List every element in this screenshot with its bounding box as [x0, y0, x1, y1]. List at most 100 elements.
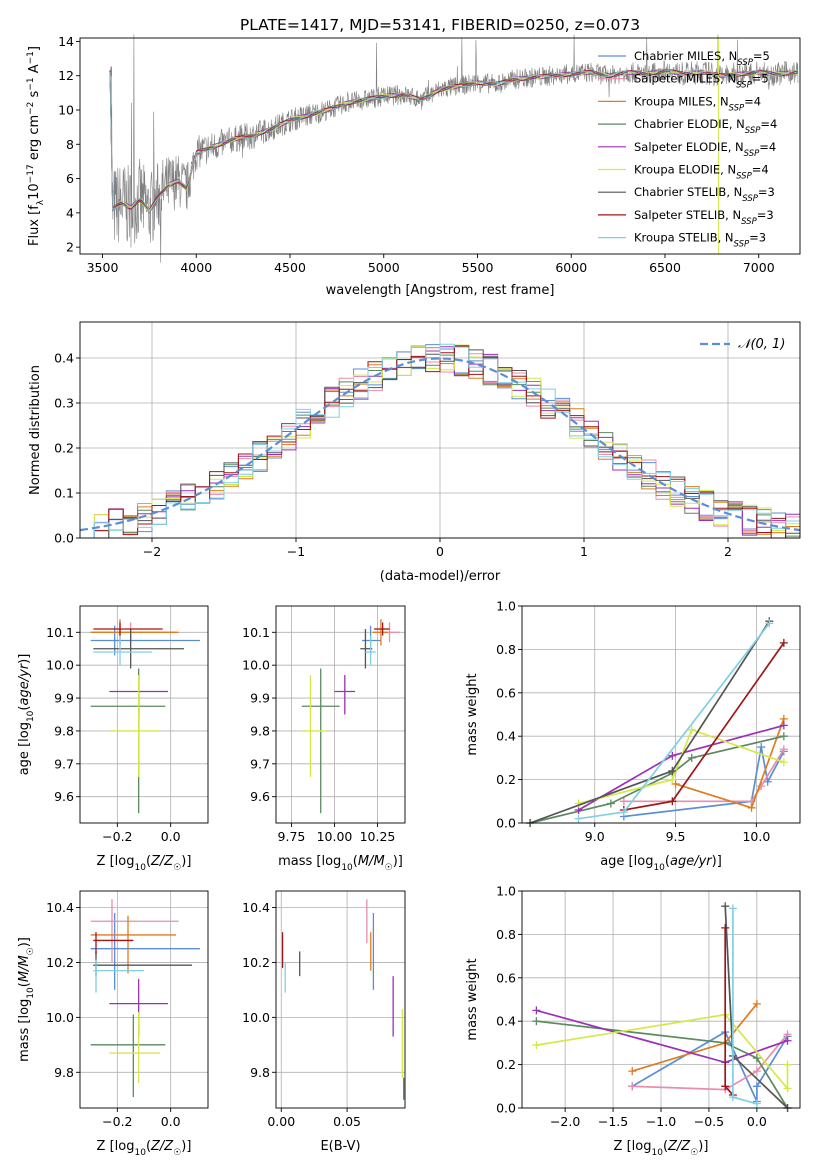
spectrum-ytick-label-0: 2: [66, 240, 74, 255]
weight_vs_Z-line-3: [536, 1020, 789, 1109]
weight_vs_age-ytick-label-2: 0.4: [496, 729, 516, 744]
age_vs_Z-ytick-label-4: 10.0: [46, 658, 74, 673]
weight_vs_age-xtick-label-1: 9.5: [666, 829, 686, 844]
residual_hist-ytick-label-4: 0.4: [54, 351, 74, 366]
weight_vs_age-marker-5-2: [687, 725, 696, 734]
weight_vs_age-marker-1-0: [619, 797, 628, 806]
residual_hist-xtick-label-1: −1: [287, 544, 305, 559]
spectrum-ylabel: Flux [fλ10−17 erg cm−2 s−1 A−1]: [26, 46, 46, 246]
spectrum-ytick-label-4: 10: [58, 103, 74, 118]
weight_vs_age-marker-4-1: [668, 751, 677, 760]
weight_vs_age-xtick-label-2: 10.0: [742, 829, 770, 844]
mass_vs_Z-ylabel: mass [log10(M/M☉)]: [17, 937, 36, 1062]
legend-label-4: Salpeter ELODIE, NSSP=4: [634, 140, 776, 159]
spectrum-legend: Chabrier MILES, NSSP=5 Salpeter MILES, NS…: [598, 49, 777, 250]
weight_vs_Z-marker-1-2: [752, 1067, 761, 1076]
weight_vs_age-ytick-label-3: 0.6: [496, 685, 516, 700]
weight_vs_Z-line-5: [536, 1013, 789, 1091]
weight_vs_age-ylabel: mass weight: [465, 673, 480, 755]
weight_vs_Z-marker-2-2: [752, 999, 761, 1008]
mass_vs_ebv-xtick-label-0: 0.00: [267, 1114, 295, 1129]
age_vs_Z-ytick-label-5: 10.1: [46, 625, 74, 640]
weight_vs_Z-marker-5-2: [783, 1084, 792, 1093]
weight_vs_age-marker-0-2: [757, 743, 766, 752]
weight_vs_Z-xtick-label-0: −2.0: [550, 1114, 580, 1129]
hist-ylabel: Normed distribution: [28, 365, 43, 495]
weight_vs_Z-xtick-label-2: −1.0: [646, 1114, 676, 1129]
weight_vs_Z-ytick-label-1: 0.2: [496, 1057, 516, 1072]
weight_vs_Z-frame: [521, 890, 801, 1109]
weight_vs_age-marker-8-1: [619, 808, 628, 817]
age_vs_mass-xtick-label-0: 9.75: [278, 829, 306, 844]
spectrum-xtick-label-4: 5500: [462, 260, 494, 275]
mass_vs_Z-xlabel: Z [log10(Z/Z☉)]: [97, 1139, 192, 1158]
weight_vs_Z-marker-8-1: [728, 1093, 737, 1102]
spectrum-model-line-8: [109, 68, 798, 211]
spectrum-observed-line: [109, 34, 799, 263]
weight_vs_age-marker-3-4: [779, 732, 788, 741]
mass_vs_ebv-ytick-label-0: 9.8: [250, 1065, 270, 1080]
weight_vs_Z-ylabel: mass weight: [465, 958, 480, 1040]
weight_vs_age-marker-1-3: [779, 745, 788, 754]
weight_vs_age-xtick-label-0: 9.0: [585, 829, 605, 844]
age_vs_Z-ytick-label-0: 9.6: [54, 789, 74, 804]
weight_vs_Z-ytick-label-5: 1.0: [496, 884, 516, 899]
weight_vs_age-marker-3-1: [606, 799, 615, 808]
weight_vs_Z-marker-2-0: [628, 1067, 637, 1076]
weight_vs_age-marker-7-1: [668, 797, 677, 806]
spectrum-xtick-label-6: 6500: [649, 260, 681, 275]
weight_vs_Z-marker-7-0: [721, 923, 730, 932]
age_vs_mass-frame: [275, 605, 406, 824]
weight_vs_age-marker-6-1: [668, 766, 677, 775]
age_vs_mass-xtick-label-1: 10.00: [317, 829, 353, 844]
weight_vs_Z-line-7: [724, 927, 734, 1096]
age_vs_mass-xtick-label-2: 10.25: [360, 829, 396, 844]
age_vs_mass-xlabel: mass [log10(M/M☉)]: [278, 854, 403, 873]
age_vs_Z-xlabel: Z [log10(Z/Z☉)]: [97, 854, 192, 873]
spectrum-xtick-label-5: 6000: [555, 260, 587, 275]
spectrum-axes: 3500 4000 4500 5000 5500 6000 6500 7000 2 4 6 8 10 12…: [58, 34, 775, 275]
spectrum-xtick-label-2: 4500: [274, 260, 306, 275]
weight_vs_age-frame: [521, 605, 801, 824]
spectrum-ytick-label-1: 4: [66, 205, 74, 220]
spectrum-xtick-label-1: 4000: [180, 260, 212, 275]
legend-label-8: Kroupa STELIB, NSSP=3: [634, 231, 766, 250]
mass_vs_ebv-xtick-label-1: 0.05: [333, 1114, 361, 1129]
weight_vs_Z-xlabel: Z [log10(Z/Z☉)]: [614, 1139, 709, 1158]
weight_vs_Z-ytick-label-0: 0.0: [496, 1101, 516, 1116]
age_vs_Z-ytick-label-2: 9.8: [54, 723, 74, 738]
weight_vs_Z-marker-4-2: [783, 1036, 792, 1045]
mass_vs_Z-xtick-label-1: 0.0: [161, 1114, 181, 1129]
weight_vs_age-marker-4-2: [779, 721, 788, 730]
residual_hist-frame: [79, 321, 801, 539]
weight_vs_Z-marker-6-0: [721, 902, 730, 911]
residual_hist-xtick-label-3: 1: [580, 544, 588, 559]
weight_vs_Z-marker-7-1: [721, 1082, 730, 1091]
mass_vs_ebv-axes: 0.00 0.05 9.8 10.0 10.2 10.4: [242, 891, 405, 1129]
figure-title: PLATE=1417, MJD=53141, FIBERID=0250, z=0…: [240, 16, 640, 34]
age_vs_Z-xtick-label-1: 0.0: [161, 829, 181, 844]
weight_vs_Z-marker-5-3: [783, 1060, 792, 1069]
weight_vs_Z-line-1: [632, 1033, 789, 1091]
weight_vs_Z-marker-3-0: [532, 1017, 541, 1026]
legend-label-0: Chabrier MILES, NSSP=5: [634, 49, 770, 68]
legend-label-5: Kroupa ELODIE, NSSP=4: [634, 163, 769, 182]
spectrum-frame: [79, 37, 801, 255]
age_vs_mass-axes: 9.75 10.00 10.25 9.6 9.7 9.8 9.9 10.0 10.1: [242, 606, 405, 844]
age_vs_mass-ytick-label-2: 9.8: [250, 723, 270, 738]
residual_hist-ytick-label-2: 0.2: [54, 441, 74, 456]
mass_vs_ebv-ytick-label-3: 10.4: [242, 900, 270, 915]
spectrum-xtick-label-0: 3500: [87, 260, 119, 275]
age_vs_mass-ytick-label-1: 9.7: [250, 756, 270, 771]
spectrum-xtick-label-7: 7000: [743, 260, 775, 275]
weight_vs_Z-marker-8-0: [728, 904, 737, 913]
spectrum-ytick-label-2: 6: [66, 171, 74, 186]
mass_vs_Z-frame: [79, 890, 209, 1109]
spectrum-xlabel: wavelength [Angstrom, rest frame]: [326, 283, 555, 298]
legend-label-7: Salpeter STELIB, NSSP=3: [634, 208, 774, 227]
weight_vs_Z-xtick-label-4: 0.0: [747, 1114, 767, 1129]
mass_vs_Z-xtick-label-0: −0.2: [102, 1114, 132, 1129]
hist-series-8: [80, 343, 800, 539]
weight_vs_Z-ytick-label-4: 0.8: [496, 927, 516, 942]
spectrum-ytick-label-6: 14: [58, 34, 74, 49]
